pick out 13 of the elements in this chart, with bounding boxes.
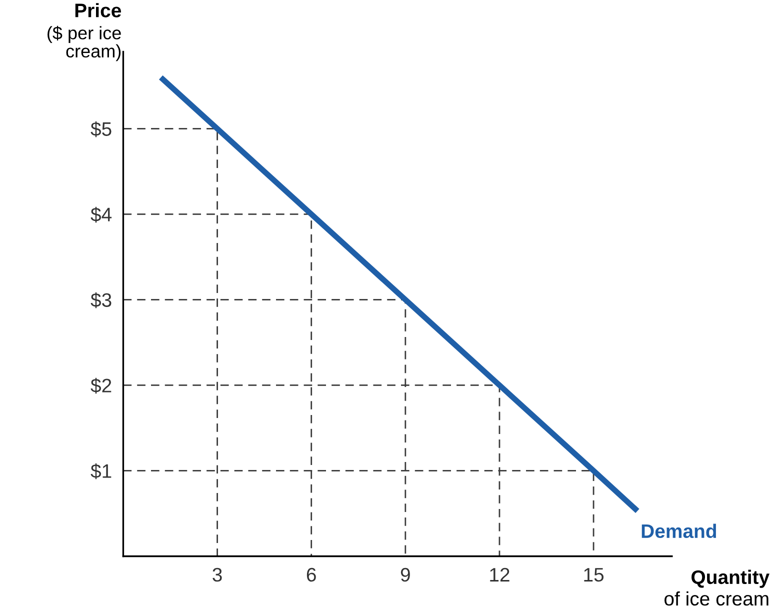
y-tick-label: $1 xyxy=(90,463,112,480)
x-tick-label: 6 xyxy=(306,568,316,582)
series-label: Demand xyxy=(642,524,716,538)
y-tick-label: $5 xyxy=(90,121,112,138)
x-tick-label: 3 xyxy=(212,568,222,582)
x-tick-label: 15 xyxy=(584,568,604,582)
x-axis-title: Quantity of ice cream xyxy=(664,570,770,606)
x-tick-label: 9 xyxy=(400,568,410,582)
y-tick-label: $3 xyxy=(90,292,112,308)
y-axis-title: Price ($ per ice cream) xyxy=(48,3,122,62)
y-tick-label: $2 xyxy=(90,378,112,394)
y-tick-label: $4 xyxy=(90,206,112,223)
x-tick-label: 12 xyxy=(490,568,510,582)
